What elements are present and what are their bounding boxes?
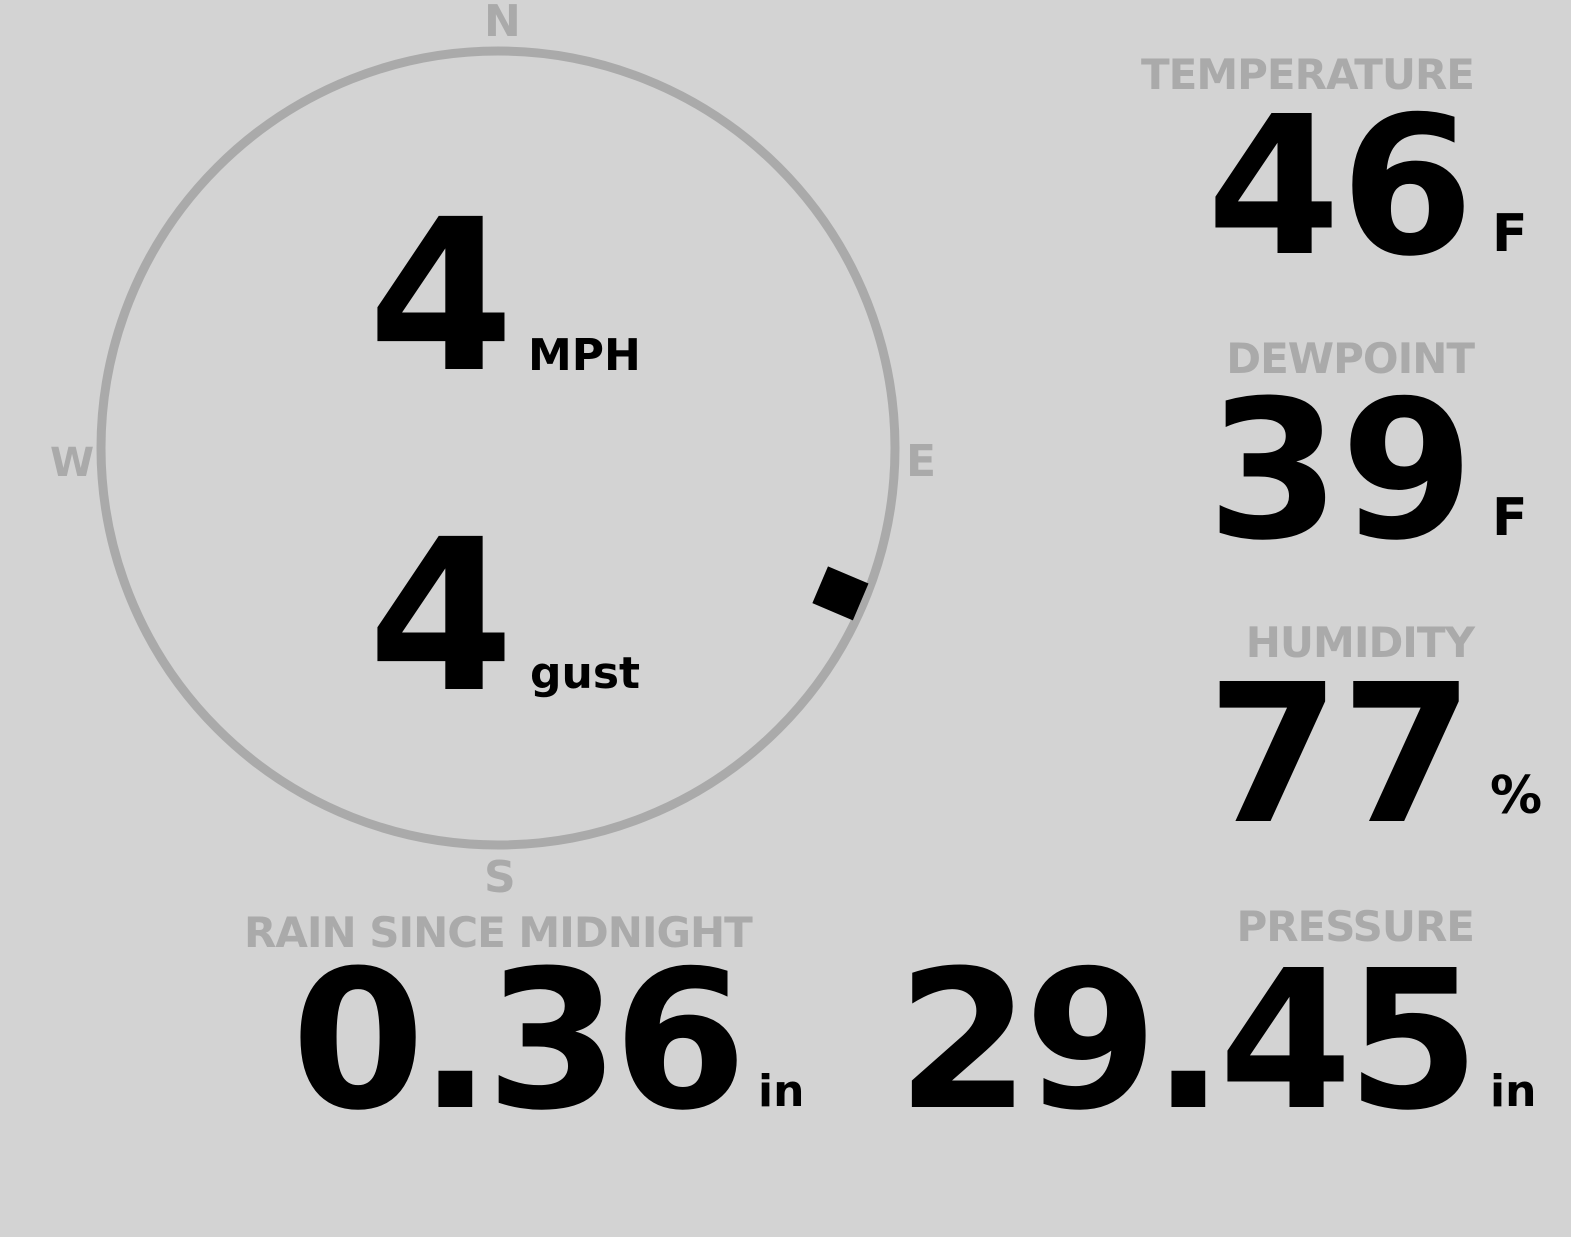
dewpoint-unit: F (1492, 488, 1528, 548)
temperature-value: 46 (1206, 76, 1474, 299)
temperature-unit: F (1492, 204, 1528, 264)
dewpoint-value: 39 (1206, 360, 1474, 583)
compass-north: N (484, 0, 521, 47)
compass-west: W (50, 440, 95, 486)
dewpoint-label: DEWPOINT (1226, 334, 1475, 383)
pressure-unit: in (1490, 1066, 1537, 1117)
rain-label: RAIN SINCE MIDNIGHT (244, 908, 753, 957)
rain-unit: in (758, 1066, 805, 1117)
pressure-value: 29.45 (896, 930, 1480, 1153)
compass-ring (96, 46, 900, 850)
wind-gust-unit: gust (530, 648, 641, 699)
wind-speed-unit: MPH (528, 330, 641, 381)
humidity-value: 77 (1206, 644, 1474, 867)
compass-east: E (906, 436, 937, 487)
wind-speed-value: 4 (368, 174, 515, 419)
compass-south: S (484, 852, 516, 903)
rain-value: 0.36 (291, 930, 747, 1153)
pressure-label: PRESSURE (1236, 902, 1475, 951)
temperature-label: TEMPERATURE (1141, 50, 1475, 99)
humidity-label: HUMIDITY (1245, 618, 1475, 667)
humidity-unit: % (1490, 766, 1543, 826)
wind-gust-value: 4 (368, 494, 515, 739)
wind-direction-marker (812, 566, 869, 621)
